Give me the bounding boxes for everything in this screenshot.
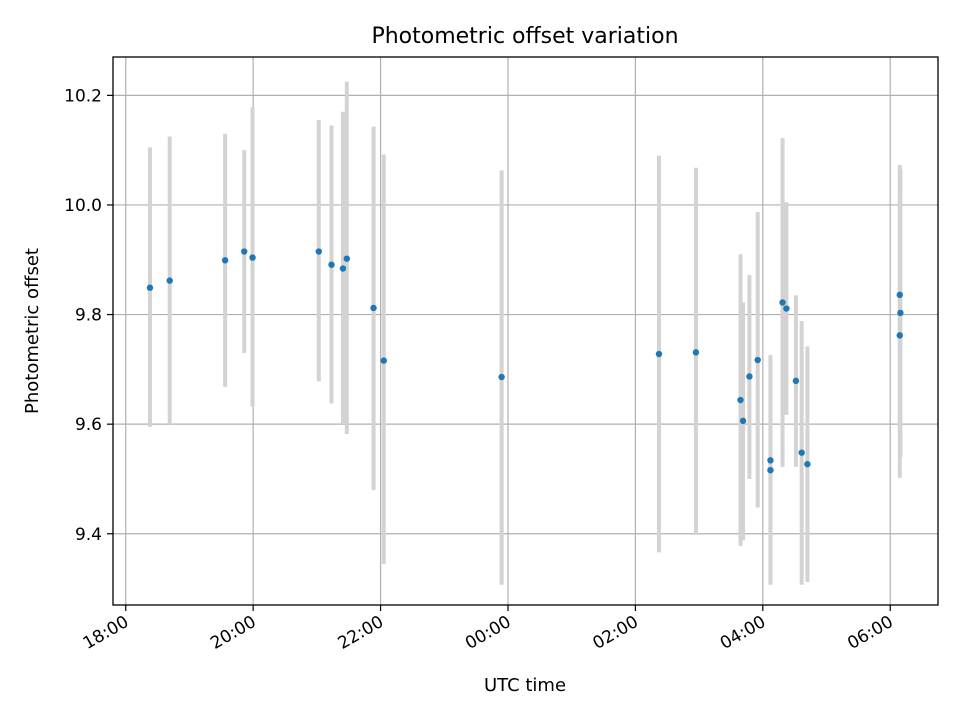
data-point [767,457,774,464]
y-tick-label: 10.0 [64,196,102,216]
y-tick-label: 10.2 [64,86,102,106]
data-point [746,373,753,380]
y-tick-label: 9.4 [75,525,102,545]
data-point [146,284,154,291]
y-tick-label: 9.6 [75,415,102,435]
data-point [328,261,335,268]
data-point [804,460,811,468]
x-axis-label: UTC time [484,675,566,696]
data-points [146,248,904,474]
data-point [343,255,351,262]
plot-frame [112,56,939,606]
data-point [779,299,786,306]
data-point [767,466,774,474]
y-tick-label: 9.8 [75,306,102,326]
data-point [339,265,347,272]
data-point [370,304,377,312]
data-point [498,373,505,381]
data-point [896,291,903,299]
chart-title: Photometric offset variation [371,24,678,49]
data-point [737,396,744,404]
data-point [166,277,173,284]
data-point [380,357,387,364]
data-point [897,309,904,317]
data-point [221,257,229,264]
data-point [783,305,790,312]
data-point [249,254,256,261]
data-point [896,332,903,339]
data-point [792,377,800,385]
data-point [315,248,322,255]
data-point [739,417,747,425]
data-point [754,356,761,364]
y-axis-ticks: 9.4 9.6 9.8 10.0 10.2 [64,86,113,545]
data-point [692,349,700,356]
y-axis-label: Photometric offset [22,248,43,414]
data-point [655,350,663,358]
data-point [798,449,805,456]
data-point [241,248,248,255]
